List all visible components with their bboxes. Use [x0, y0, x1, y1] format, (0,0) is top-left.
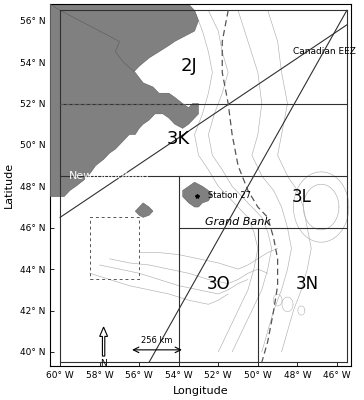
- Polygon shape: [183, 182, 212, 207]
- X-axis label: Longitude: Longitude: [173, 386, 228, 396]
- Text: Grand Bank: Grand Bank: [205, 216, 271, 226]
- Text: 3L: 3L: [292, 188, 311, 206]
- Polygon shape: [50, 4, 198, 197]
- Polygon shape: [50, 4, 198, 114]
- Text: Station 27: Station 27: [209, 191, 252, 200]
- Text: 3O: 3O: [206, 275, 230, 293]
- Text: N: N: [100, 358, 107, 368]
- FancyArrow shape: [100, 327, 107, 356]
- Text: Newfoundland: Newfoundland: [69, 171, 150, 181]
- Text: 256 km: 256 km: [141, 336, 173, 345]
- Text: Canadian EEZ: Canadian EEZ: [293, 47, 356, 56]
- Polygon shape: [135, 203, 153, 217]
- Text: 3N: 3N: [296, 275, 319, 293]
- Text: 2J: 2J: [180, 57, 197, 75]
- Text: 3K: 3K: [167, 130, 190, 148]
- Y-axis label: Latitude: Latitude: [4, 162, 14, 208]
